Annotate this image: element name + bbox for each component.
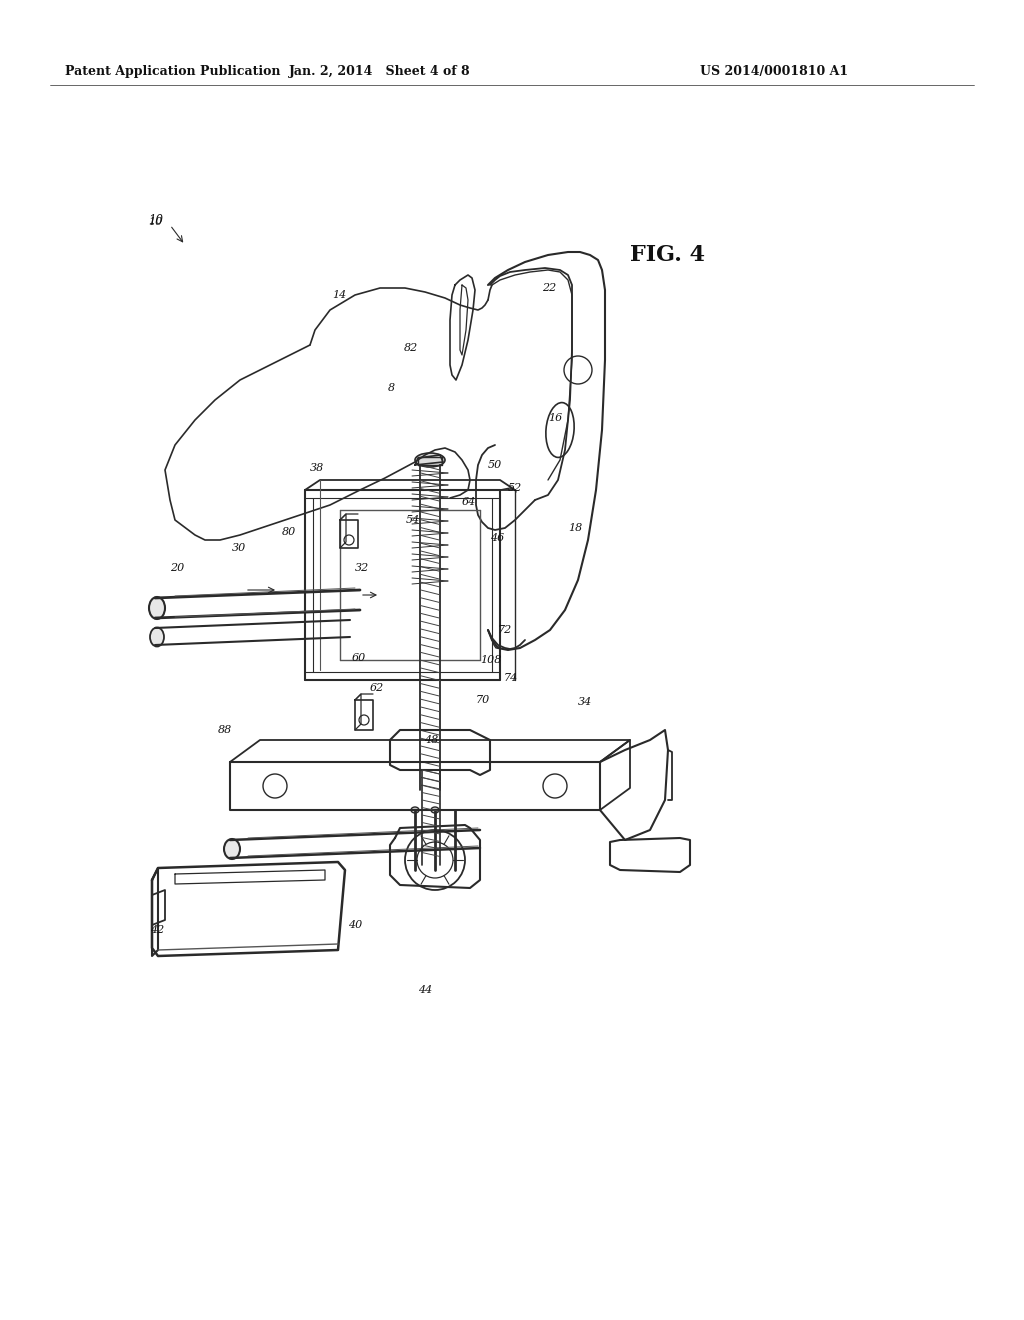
Text: 20: 20 [170,564,184,573]
Text: 108: 108 [480,655,502,665]
Text: 32: 32 [355,564,370,573]
Text: Patent Application Publication: Patent Application Publication [65,66,281,78]
Text: 38: 38 [310,463,325,473]
Text: 10: 10 [148,216,162,227]
Text: 34: 34 [578,697,592,708]
Text: 64: 64 [462,498,476,507]
Text: FIG. 4: FIG. 4 [630,244,705,267]
Ellipse shape [431,807,439,813]
Text: 70: 70 [476,696,490,705]
Ellipse shape [150,597,165,619]
Text: 18: 18 [568,523,583,533]
Text: 62: 62 [370,682,384,693]
Text: 60: 60 [352,653,367,663]
Text: 82: 82 [404,343,418,352]
Text: 88: 88 [218,725,232,735]
Text: 30: 30 [232,543,246,553]
Text: 52: 52 [508,483,522,492]
Text: 10: 10 [148,214,163,227]
Ellipse shape [150,627,164,647]
Text: 48: 48 [424,735,438,744]
Text: 80: 80 [282,527,296,537]
Text: 72: 72 [498,624,512,635]
Text: 46: 46 [490,533,504,543]
Text: 50: 50 [488,459,502,470]
Ellipse shape [546,403,574,458]
Text: 22: 22 [542,282,556,293]
Ellipse shape [411,807,419,813]
Text: 74: 74 [504,673,518,682]
Text: 54: 54 [406,515,420,525]
Text: 42: 42 [150,925,164,935]
Text: 8: 8 [388,383,395,393]
Text: 44: 44 [418,985,432,995]
Text: 40: 40 [348,920,362,931]
Text: US 2014/0001810 A1: US 2014/0001810 A1 [700,66,848,78]
Text: 16: 16 [548,413,562,422]
Ellipse shape [224,840,240,859]
Text: 14: 14 [332,290,346,300]
Ellipse shape [415,453,445,467]
Text: Jan. 2, 2014   Sheet 4 of 8: Jan. 2, 2014 Sheet 4 of 8 [289,66,471,78]
